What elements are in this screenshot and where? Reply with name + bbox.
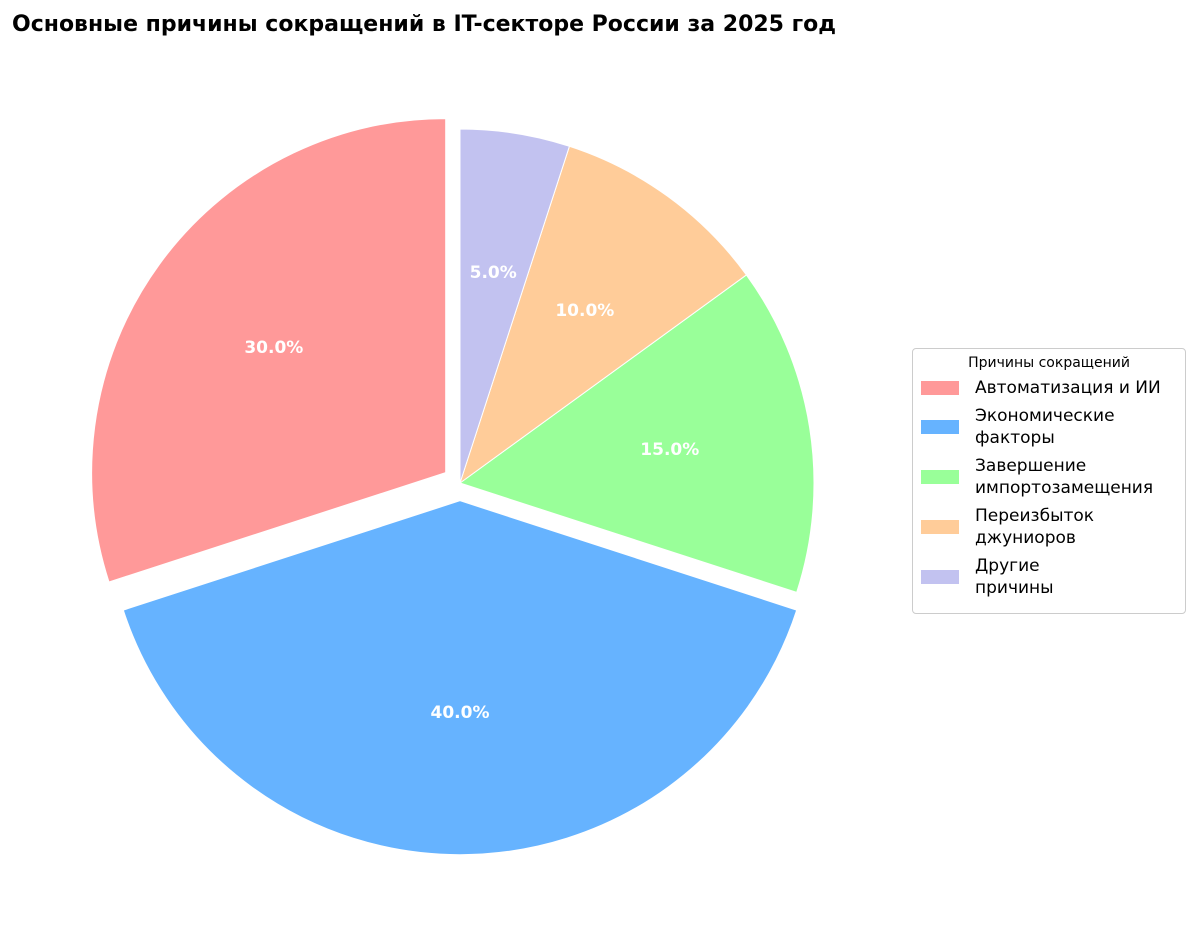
legend-item: Переизбыток джуниоров <box>921 505 1177 549</box>
chart-title: Основные причины сокращений в IT-секторе… <box>12 12 836 37</box>
pie-slice <box>91 118 447 583</box>
value-label: 5.0% <box>470 263 517 283</box>
legend-label: Переизбыток джуниоров <box>975 506 1095 548</box>
pie-slice <box>122 500 798 856</box>
legend-item: Другие причины <box>921 555 1177 599</box>
legend-item: Экономические факторы <box>921 405 1177 449</box>
legend-label: Экономические факторы <box>975 406 1115 448</box>
pie-slice <box>459 145 748 485</box>
legend-title: Причины сокращений <box>968 355 1130 371</box>
legend-label: Завершение импортозамещения <box>975 456 1154 498</box>
legend-label: Автоматизация и ИИ <box>975 378 1161 398</box>
legend-patch <box>921 470 959 484</box>
value-label: 10.0% <box>555 301 614 321</box>
legend-patch <box>921 570 959 584</box>
pie-slice <box>459 128 571 484</box>
value-label: 15.0% <box>640 440 699 460</box>
legend: Причины сокращений Автоматизация и ИИ Эко… <box>912 348 1186 614</box>
legend-patch <box>921 520 959 534</box>
value-label: 40.0% <box>431 703 490 723</box>
legend-item: Завершение импортозамещения <box>921 455 1177 499</box>
value-label: 30.0% <box>244 338 303 358</box>
pie-slice <box>458 274 815 594</box>
legend-label: Другие причины <box>975 556 1054 598</box>
legend-item: Автоматизация и ИИ <box>921 377 1177 399</box>
legend-patch <box>921 381 959 395</box>
legend-patch <box>921 420 959 434</box>
